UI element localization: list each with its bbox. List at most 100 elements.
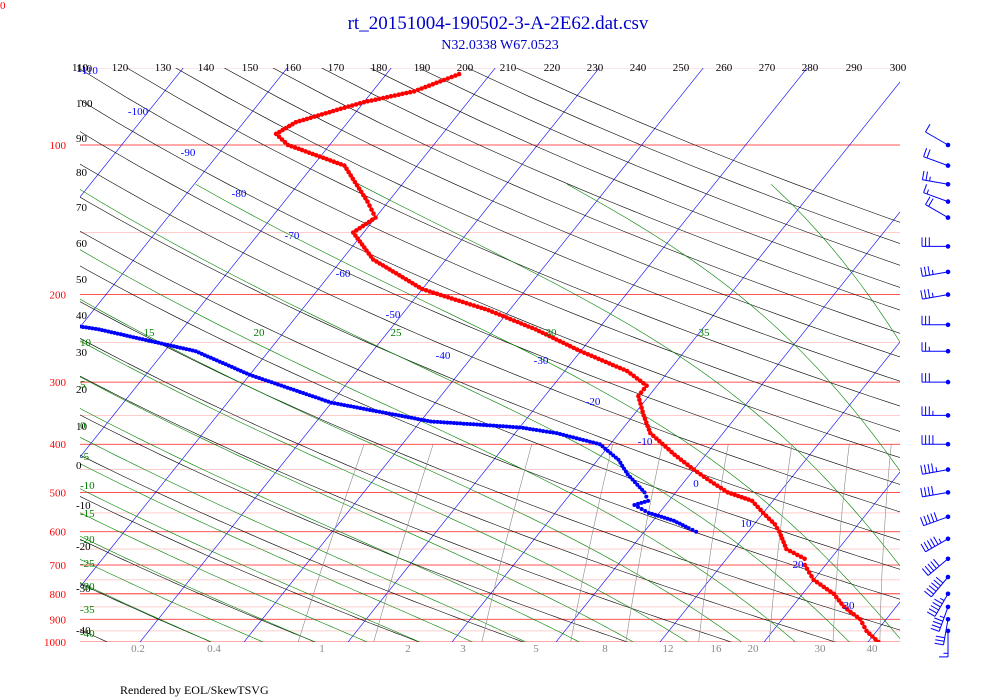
wind-barb-half-feather: [939, 615, 945, 619]
series-0-trace-dot: [669, 449, 674, 455]
isotherm-line: [80, 68, 184, 198]
series-0-trace-dot: [493, 310, 499, 316]
series-0-trace-dot: [357, 101, 363, 106]
series-0-trace-dot: [641, 381, 646, 386]
moist-adiabat-label: 0: [80, 420, 86, 432]
wind-barbs: [920, 123, 951, 658]
series-1-trace-dot: [100, 328, 104, 333]
wind-barb-feather: [928, 585, 937, 592]
isotherm-line: [80, 68, 496, 588]
series-1-trace-dot: [285, 385, 290, 390]
series-0-trace-dot: [567, 343, 573, 349]
series-0-trace-dot: [371, 211, 376, 216]
series-0-trace-dot: [317, 154, 323, 159]
series-0-trace-dot: [828, 589, 833, 594]
theta-tick-label: 250: [673, 62, 690, 74]
series-0-trace-dot: [660, 441, 665, 447]
isotherm-line: [0, 35, 2, 653]
moist-adiabat-line: [80, 436, 527, 642]
series-0-trace-dot: [313, 153, 319, 158]
series-0-trace-dot: [415, 87, 421, 93]
theta-tick-label: 170: [328, 62, 345, 74]
series-1-trace-dot: [55, 321, 59, 325]
series-0-trace-dot: [554, 337, 559, 342]
wind-barb-feather: [930, 561, 937, 569]
series-0-trace-dot: [346, 104, 351, 109]
wind-barb-feather: [925, 171, 928, 181]
wind-barb-half-feather: [935, 467, 938, 472]
mixing-ratio-label: 20: [748, 643, 760, 655]
series-1-trace-dot: [564, 433, 569, 438]
theta-tick-label: 190: [414, 62, 431, 74]
series-1-trace-dot: [80, 325, 85, 329]
mixing-ratio-line: [768, 444, 793, 642]
series-0-trace-dot: [839, 601, 844, 606]
isotherm-line: [555, 211, 900, 642]
sounding-data: [55, 71, 881, 642]
series-1-trace-dot: [355, 405, 360, 410]
theta-tick-label: 200: [457, 62, 474, 74]
series-1-trace-dot: [581, 438, 586, 442]
series-0-trace-dot: [369, 207, 374, 212]
pressure-tick-label: 500: [50, 487, 67, 499]
series-0-trace-dot: [430, 82, 436, 87]
series-1-trace-dot: [488, 423, 493, 428]
series-0-trace-dot: [617, 365, 623, 371]
series-0-trace-dot: [497, 312, 502, 317]
wind-barb-feather: [930, 627, 940, 632]
series-1-trace-dot: [351, 404, 356, 409]
series-1-trace-dot: [620, 463, 625, 468]
series-0-trace-dot: [651, 433, 656, 439]
left-axis-label: -40: [76, 625, 91, 637]
isotherm-label: 20: [793, 559, 805, 571]
series-1-trace-dot: [190, 348, 195, 353]
series-1-trace-dot: [211, 357, 216, 362]
isotherm-line: [80, 68, 288, 328]
series-1-trace-dot: [497, 424, 502, 429]
series-0-trace-dot: [292, 145, 298, 150]
series-1-trace-dot: [326, 399, 331, 404]
pressure-tick-label: 600: [50, 527, 67, 539]
series-0-trace-dot: [426, 83, 432, 88]
theta-tick-label: 160: [285, 62, 302, 74]
series-0-trace-dot: [515, 319, 520, 325]
series-0-trace-dot: [821, 584, 826, 590]
series-0-trace-dot: [666, 447, 671, 452]
series-1-trace-dot: [587, 439, 592, 444]
left-axis-label: -20: [76, 541, 91, 553]
series-1-trace-dot: [223, 362, 228, 367]
series-0-trace-dot: [694, 469, 700, 475]
series-0-trace-dot: [423, 288, 429, 293]
series-0-point: [811, 577, 816, 583]
series-1-trace-dot: [432, 419, 437, 424]
series-1-trace-dot: [390, 412, 395, 417]
series-0-trace-dot: [634, 376, 640, 381]
series-1-trace-dot: [406, 415, 411, 420]
isotherm-label: 0: [693, 478, 699, 490]
series-1-trace-dot: [668, 517, 673, 522]
series-0-point: [365, 199, 370, 204]
series-1-trace-dot: [59, 322, 63, 326]
left-axis-label: 70: [76, 202, 88, 214]
series-0-trace-dot: [550, 335, 556, 341]
series-0-trace-dot: [312, 114, 317, 119]
series-1-trace-dot: [304, 392, 309, 397]
series-1-trace-dot: [217, 359, 222, 364]
series-0-trace-dot: [299, 147, 305, 153]
series-1-trace-dot: [635, 482, 640, 487]
series-1-trace-dot: [205, 354, 210, 359]
series-1-trace-dot: [380, 410, 385, 415]
mixing-ratio-line: [832, 444, 850, 642]
series-1-trace-dot: [115, 331, 120, 336]
mixing-ratio-label: 0.4: [207, 643, 221, 655]
series-0-trace-dot: [735, 493, 741, 499]
series-1-trace-dot: [544, 429, 549, 434]
series-1-trace-dot: [635, 501, 640, 506]
series-0-trace-dot: [851, 612, 856, 617]
theta-tick-label: 210: [500, 62, 517, 74]
isotherm-label: -70: [285, 230, 300, 242]
render-credit: Rendered by EOL/SkewTSVG: [120, 683, 269, 697]
series-0-point: [672, 452, 677, 458]
pressure-tick-label: 400: [50, 439, 67, 451]
isotherm-line: [659, 341, 900, 642]
